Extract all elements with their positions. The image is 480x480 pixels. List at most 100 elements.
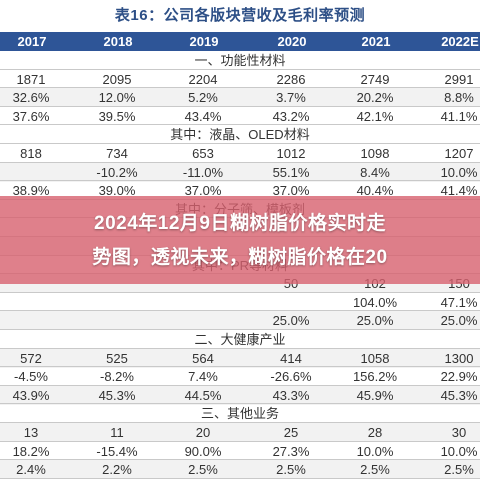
table-cell: 104.0%: [352, 294, 398, 310]
table-cell: 27.3%: [272, 443, 310, 459]
row-divider: [0, 310, 480, 312]
table-cell: 39.0%: [98, 183, 136, 199]
table-cell: [172, 311, 234, 330]
year-header-cell: 2018: [103, 34, 133, 49]
table-row: -10.2% -11.0% 55.1% 8.4% 10.0%: [0, 162, 480, 182]
table-cell: [0, 311, 62, 330]
table-row: 13 11 20 25 28 30: [0, 423, 480, 442]
table-cell: 564: [192, 350, 214, 366]
table-cell: [86, 293, 148, 312]
headline-line-1: 2024年12月9日糊树脂价格实时走: [94, 213, 386, 234]
table-cell: 2.4%: [16, 462, 46, 478]
table-cell: -10.2%: [96, 164, 138, 180]
section-label: 三、其他业务: [200, 406, 279, 422]
table-cell: 40.4%: [356, 183, 394, 199]
table-cell: 37.0%: [272, 183, 310, 199]
table-cell: 45.9%: [356, 387, 394, 403]
section-row: 一、功能性材料: [0, 51, 480, 70]
year-header-cell: 2017: [17, 34, 47, 49]
table-cell: 12.0%: [98, 90, 136, 106]
table-cell: 1098: [360, 146, 390, 161]
table-cell: 2.5%: [444, 462, 474, 478]
table-cell: 25: [283, 425, 299, 440]
table-cell: 2.5%: [188, 462, 218, 478]
row-divider: [0, 87, 480, 89]
table-cell: 2286: [276, 71, 306, 87]
section-label: 一、功能性材料: [194, 53, 286, 68]
table-cell: 45.3%: [98, 387, 136, 403]
table-row: 1871 2095 2204 2286 2749 2991: [0, 70, 480, 89]
section-label: 其中：液晶、OLED材料: [170, 127, 310, 143]
row-divider: [0, 161, 480, 163]
table-cell: -26.6%: [270, 369, 312, 385]
table-cell: 39.5%: [98, 108, 136, 124]
table-cell: 13: [23, 425, 39, 440]
table-row: 38.9% 39.0% 37.0% 37.0% 40.4% 41.4%: [0, 181, 480, 200]
table-row: 818 734 653 1012 1098 1207: [0, 144, 480, 163]
table-cell: 43.2%: [272, 108, 310, 124]
row-divider: [0, 403, 480, 405]
table-cell: 156.2%: [352, 369, 398, 385]
row-divider: [0, 68, 480, 70]
table-cell: 41.4%: [440, 183, 478, 199]
year-header-cell: 2022E: [441, 34, 479, 49]
table-cell: 43.4%: [184, 108, 222, 124]
table-cell: 47.1%: [440, 294, 478, 310]
row-divider: [0, 384, 480, 386]
year-header-cell: 2020: [277, 34, 307, 49]
table-cell: 10.0%: [440, 443, 478, 459]
table-cell: 10.0%: [440, 164, 478, 180]
table-row: 25.0% 25.0% 25.0%: [0, 311, 480, 331]
year-header-cell: 2019: [189, 34, 219, 49]
table-cell: -4.5%: [14, 369, 48, 385]
table-cell: 30: [451, 425, 467, 440]
table-row: 572 525 564 414 1058 1300: [0, 348, 480, 368]
table-row: 18.2% -15.4% 90.0% 27.3% 10.0% 10.0%: [0, 442, 480, 461]
table-cell: 653: [192, 146, 214, 161]
table-cell: [0, 163, 62, 182]
row-divider: [0, 124, 480, 126]
table-cell: 8.8%: [444, 90, 474, 106]
table-cell: -15.4%: [96, 443, 138, 459]
row-divider: [0, 459, 480, 461]
section-label: 二、大健康产业: [194, 332, 286, 347]
table-cell: 2.5%: [276, 462, 306, 478]
table-cell: 20.2%: [356, 90, 394, 106]
table-cell: 7.4%: [188, 369, 218, 385]
table-row: 43.9% 45.3% 44.5% 43.3% 45.9% 45.3%: [0, 385, 480, 405]
table-cell: 37.0%: [184, 183, 222, 199]
table-row: 2.4% 2.2% 2.5% 2.5% 2.5% 2.5%: [0, 460, 480, 480]
table-cell: 28: [367, 425, 383, 440]
table-cell: 10.0%: [356, 443, 394, 459]
table-cell: -8.2%: [100, 369, 134, 385]
table-cell: 90.0%: [184, 443, 222, 459]
headline-line-2: 势图，透视未来，糊树脂价格在20: [92, 247, 388, 268]
table-row: 32.6% 12.0% 5.2% 3.7% 20.2% 8.8%: [0, 88, 480, 108]
table-cell: 22.9%: [440, 369, 478, 385]
headline-banner: 2024年12月9日糊树脂价格实时走 势图，透视未来，糊树脂价格在20: [0, 196, 480, 284]
table-cell: 818: [20, 146, 42, 161]
table-cell: 44.5%: [184, 387, 222, 403]
table-cell: 1207: [444, 146, 474, 161]
table-cell: 25.0%: [356, 313, 394, 329]
table-row: 104.0% 47.1%: [0, 293, 480, 312]
table-cell: [172, 293, 234, 312]
table-cell: 25.0%: [440, 313, 478, 329]
row-divider: [0, 105, 480, 107]
table-cell: 43.9%: [12, 387, 50, 403]
table-cell: 3.7%: [276, 90, 306, 106]
table-cell: [86, 311, 148, 330]
table-cell: -11.0%: [182, 164, 224, 180]
table-cell: 414: [280, 350, 302, 366]
table-cell: 1012: [276, 146, 306, 161]
table-cell: 18.2%: [12, 443, 50, 459]
year-header-row: 2017 2018 2019 2020 2021 2022E: [0, 32, 480, 51]
row-divider: [0, 422, 480, 423]
table-cell: 20: [195, 425, 211, 440]
section-row: 三、其他业务: [0, 404, 480, 423]
row-divider: [0, 477, 480, 479]
table-cell: 2.2%: [102, 462, 132, 478]
section-row: 其中：液晶、OLED材料: [0, 125, 480, 144]
table-cell: 5.2%: [188, 90, 218, 106]
row-divider: [0, 440, 480, 442]
